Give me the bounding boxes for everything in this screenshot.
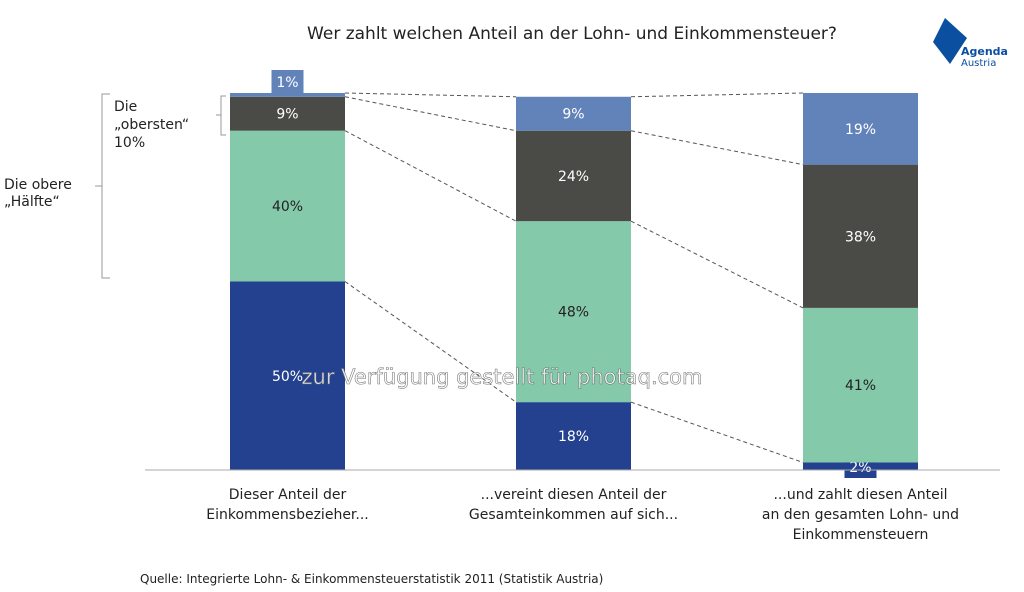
bar-segment [516, 96, 631, 131]
source-note: Quelle: Integrierte Lohn- & Einkommenste… [140, 572, 603, 586]
annotations: Die „obersten“ 10% Die obere „Hälfte“ [4, 93, 226, 279]
logo-line1: Agenda [961, 45, 1008, 58]
bar-value-label: 24% [558, 169, 589, 185]
bar-value-label: 48% [558, 305, 589, 321]
bar-segment [516, 221, 631, 403]
bar-segment [803, 93, 918, 165]
bar-value-label: 18% [558, 429, 589, 445]
bar-segment [803, 164, 918, 308]
bar-segment [516, 130, 631, 222]
connector-line [344, 130, 517, 222]
logo-mark-icon [933, 18, 967, 64]
category-label: Einkommensteuern [793, 527, 929, 543]
connector-line [630, 130, 804, 166]
bar-value-label: 40% [272, 199, 303, 215]
top-half-label-2: „Hälfte“ [4, 194, 60, 210]
category-label: Dieser Anteil der [229, 487, 347, 503]
connector-line [344, 92, 517, 98]
bar-segment [803, 307, 918, 463]
category-label: Gesamteinkommen auf sich... [469, 507, 678, 523]
top10-bracket [216, 95, 226, 136]
bar-value-label: 50% [272, 369, 303, 385]
bar-value-label: 1% [276, 75, 298, 91]
chart-title: Wer zahlt welchen Anteil an der Lohn- un… [307, 24, 837, 44]
top-half-bracket [95, 93, 110, 279]
logo-line2: Austria [961, 58, 996, 69]
bar-value-label: 38% [845, 229, 876, 245]
logo: Agenda Austria [933, 18, 1008, 69]
category-label: an den gesamten Lohn- und [762, 507, 959, 523]
connector-line [630, 92, 804, 98]
bar-value-label: 2% [849, 460, 871, 476]
connector-line [630, 220, 804, 309]
top10-label-1: Die [114, 99, 137, 115]
category-label: ...vereint diesen Anteil der [481, 487, 667, 503]
bar-segment [516, 402, 631, 470]
top10-label-3: 10% [114, 135, 145, 151]
connector-line [344, 96, 517, 132]
bar-segment [230, 130, 345, 282]
category-label: Einkommensbezieher... [206, 507, 369, 523]
bar-label-box [271, 70, 304, 93]
bar-segment [230, 281, 345, 470]
bar-value-label: 41% [845, 378, 876, 394]
top-half-label-1: Die obere [4, 177, 72, 193]
bar-segment [230, 96, 345, 131]
bar-value-label: 9% [276, 107, 298, 123]
category-label: ...und zahlt diesen Anteil [773, 487, 947, 503]
bar-segment [230, 93, 345, 97]
bar-value-label: 9% [562, 107, 584, 123]
top10-label-2: „obersten“ [114, 117, 189, 133]
watermark: zur Verfügung gestellt für photaq.com [302, 365, 703, 389]
connector-line [630, 401, 804, 463]
bar-value-label: 19% [845, 122, 876, 138]
